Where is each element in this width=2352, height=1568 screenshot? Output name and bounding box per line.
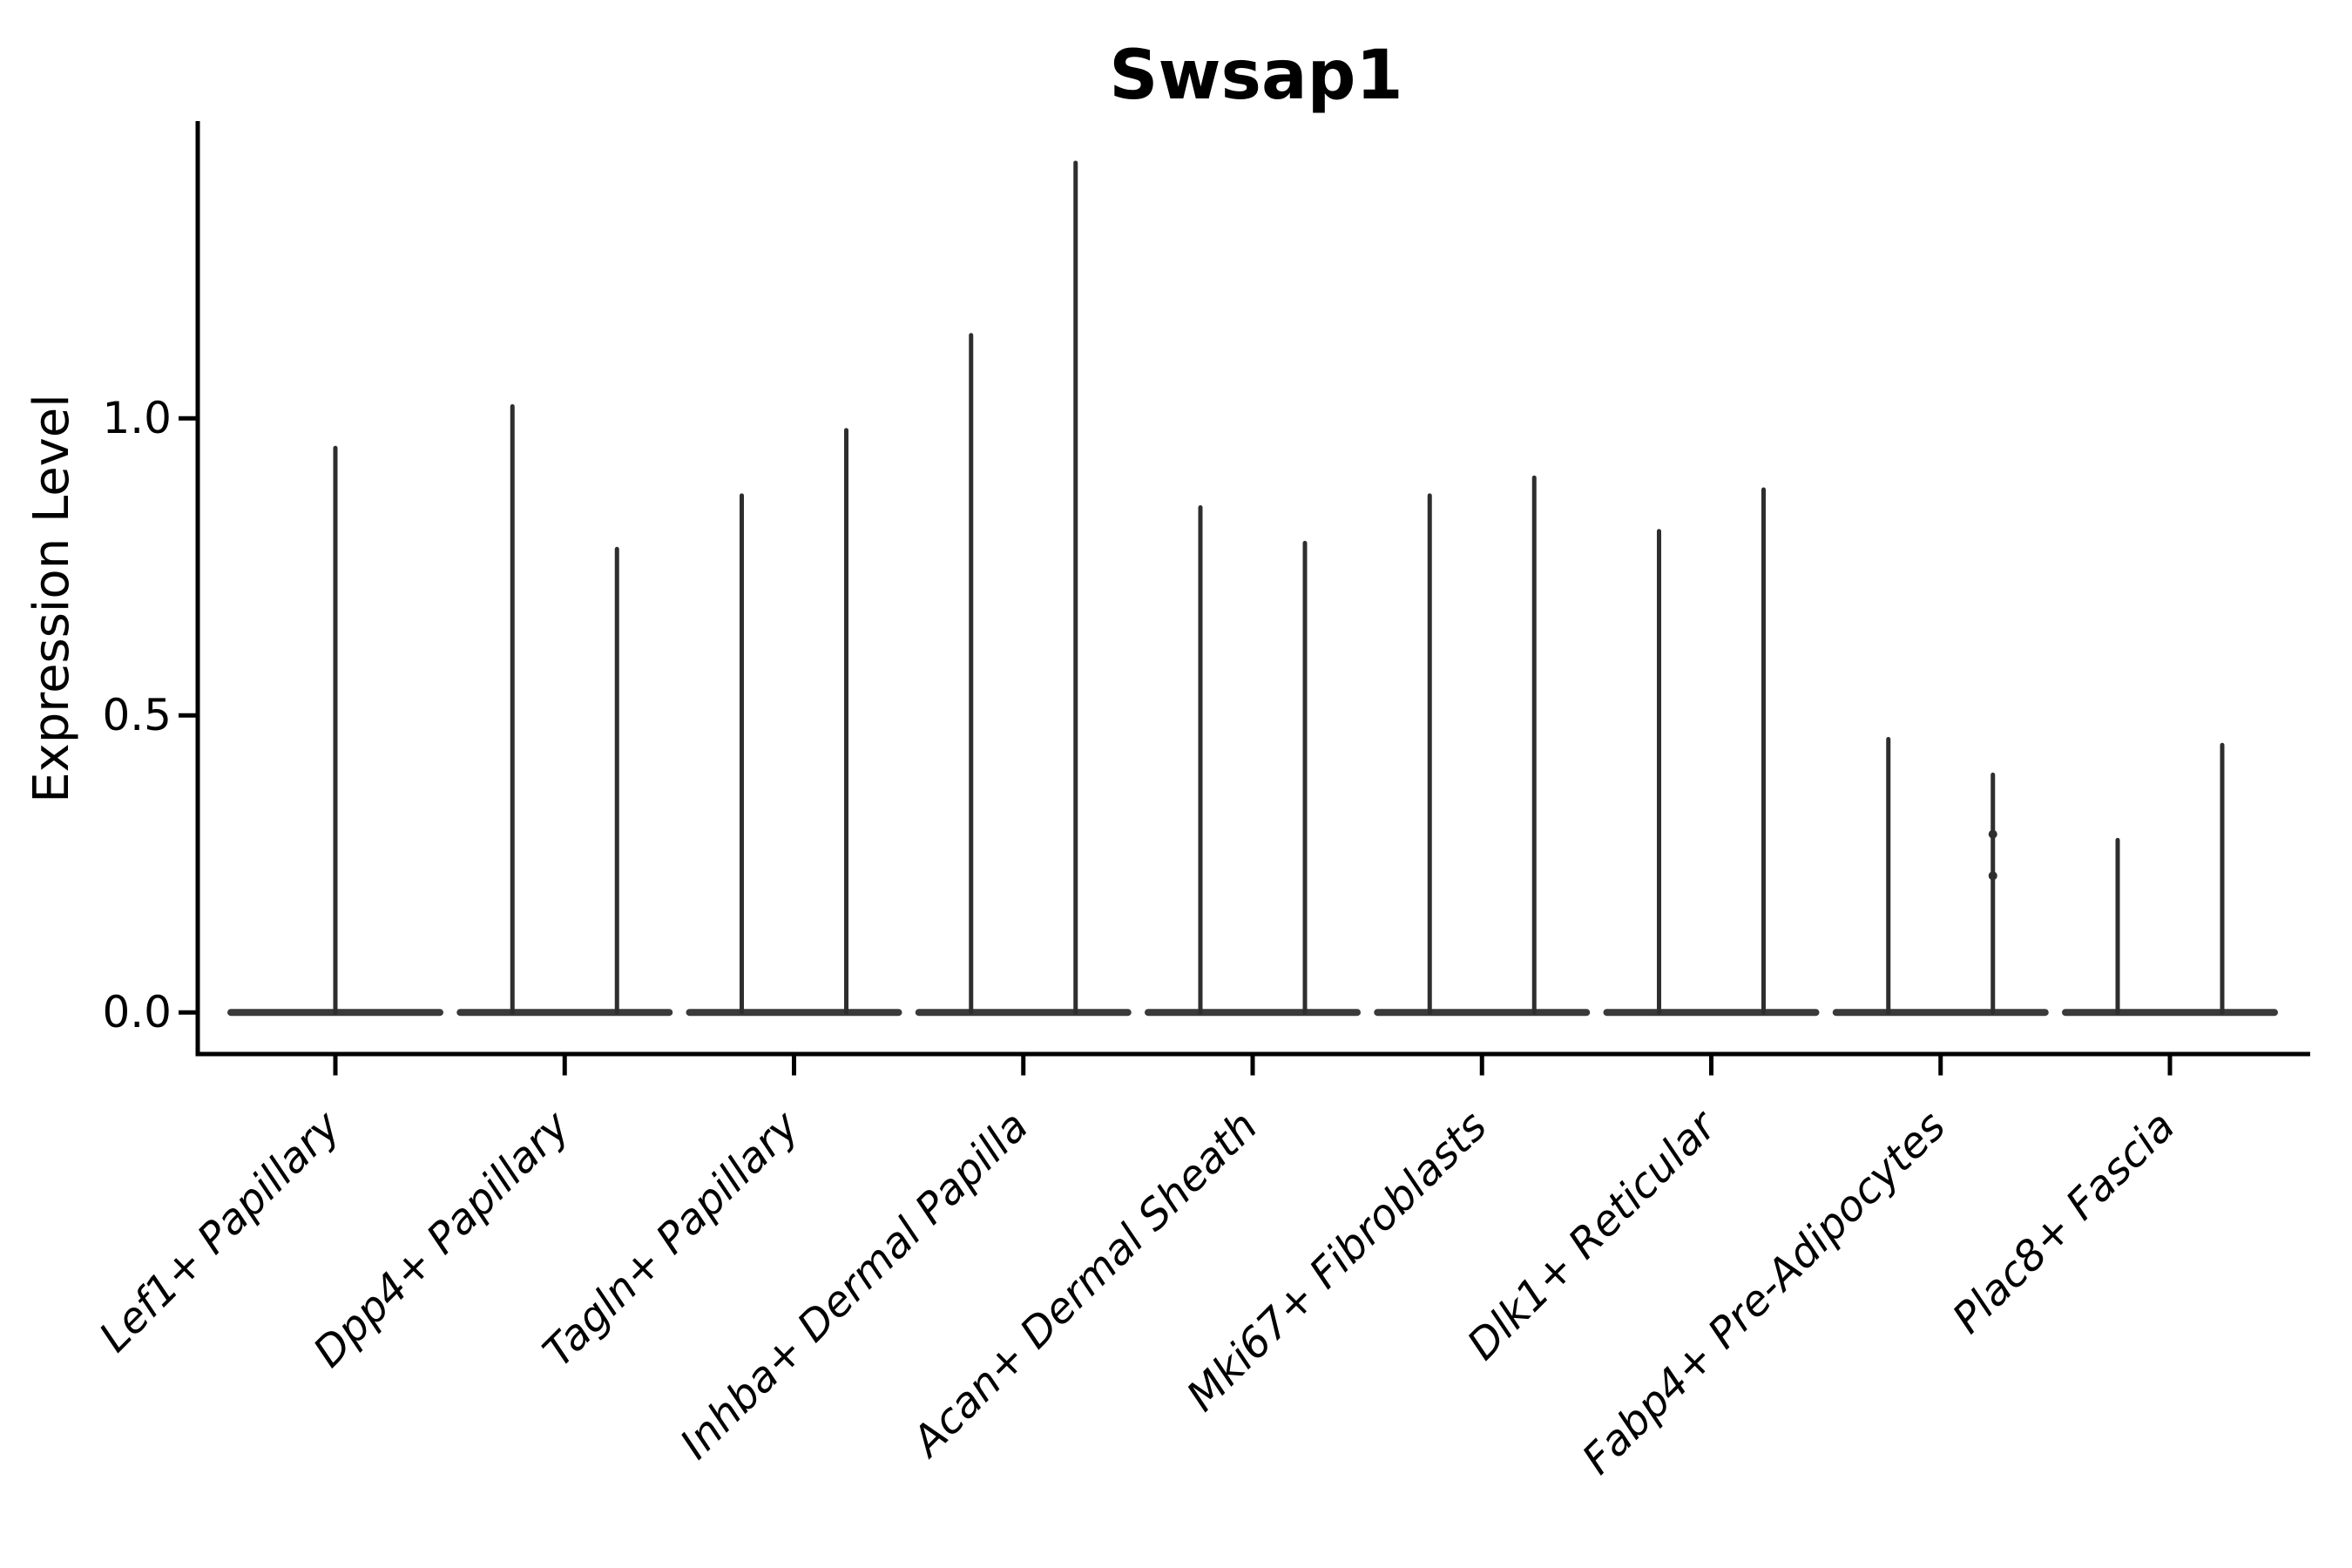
x-tick-label: Dlk1+ Reticular: [1458, 1100, 1728, 1370]
violin-layer: [227, 160, 2278, 1017]
y-tick-label: 0.5: [102, 690, 172, 740]
violin-dot: [1988, 829, 1997, 839]
x-tick-label: Lef1+ Papillary: [90, 1101, 350, 1362]
x-tick-label: Fabp4+ Pre-Adipocytes: [1573, 1102, 1956, 1484]
violin-dot: [1988, 871, 1997, 881]
x-tick-label: Plac8+ Fascia: [1943, 1102, 2185, 1343]
y-tick-label: 0.0: [102, 987, 172, 1037]
axes-layer: [179, 121, 2310, 1076]
y-axis-label: Expression Level: [24, 394, 80, 803]
y-tick-label: 1.0: [102, 393, 172, 443]
x-tick-label: Tagln+ Papillary: [534, 1101, 809, 1376]
x-tick-label: Dpp4+ Papillary: [304, 1101, 579, 1376]
chart-title: Swsap1: [1109, 37, 1402, 115]
